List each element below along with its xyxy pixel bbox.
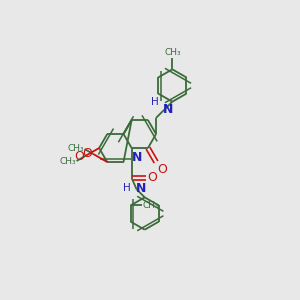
Text: CH₃: CH₃ bbox=[164, 48, 181, 57]
Text: CH₃: CH₃ bbox=[59, 157, 76, 166]
Text: N: N bbox=[163, 103, 174, 116]
Text: H: H bbox=[123, 183, 131, 193]
Text: N: N bbox=[132, 151, 143, 164]
Text: CH₃: CH₃ bbox=[68, 144, 84, 153]
Text: O: O bbox=[74, 150, 84, 163]
Text: O: O bbox=[82, 147, 92, 160]
Text: O: O bbox=[157, 163, 167, 176]
Text: N: N bbox=[136, 182, 146, 195]
Text: O: O bbox=[147, 171, 157, 184]
Text: H: H bbox=[151, 98, 159, 107]
Text: CH₃: CH₃ bbox=[143, 201, 159, 210]
